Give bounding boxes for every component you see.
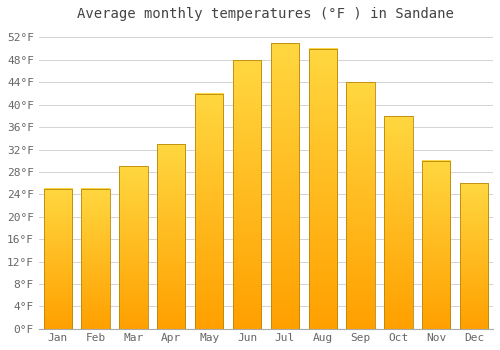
- Bar: [157, 144, 186, 329]
- Bar: [460, 183, 488, 329]
- Bar: [195, 93, 224, 329]
- Bar: [308, 49, 337, 329]
- Bar: [119, 166, 148, 329]
- Bar: [44, 189, 72, 329]
- Bar: [346, 82, 375, 329]
- Title: Average monthly temperatures (°F ) in Sandane: Average monthly temperatures (°F ) in Sa…: [78, 7, 454, 21]
- Bar: [384, 116, 412, 329]
- Bar: [422, 161, 450, 329]
- Bar: [270, 43, 299, 329]
- Bar: [82, 189, 110, 329]
- Bar: [233, 60, 261, 329]
